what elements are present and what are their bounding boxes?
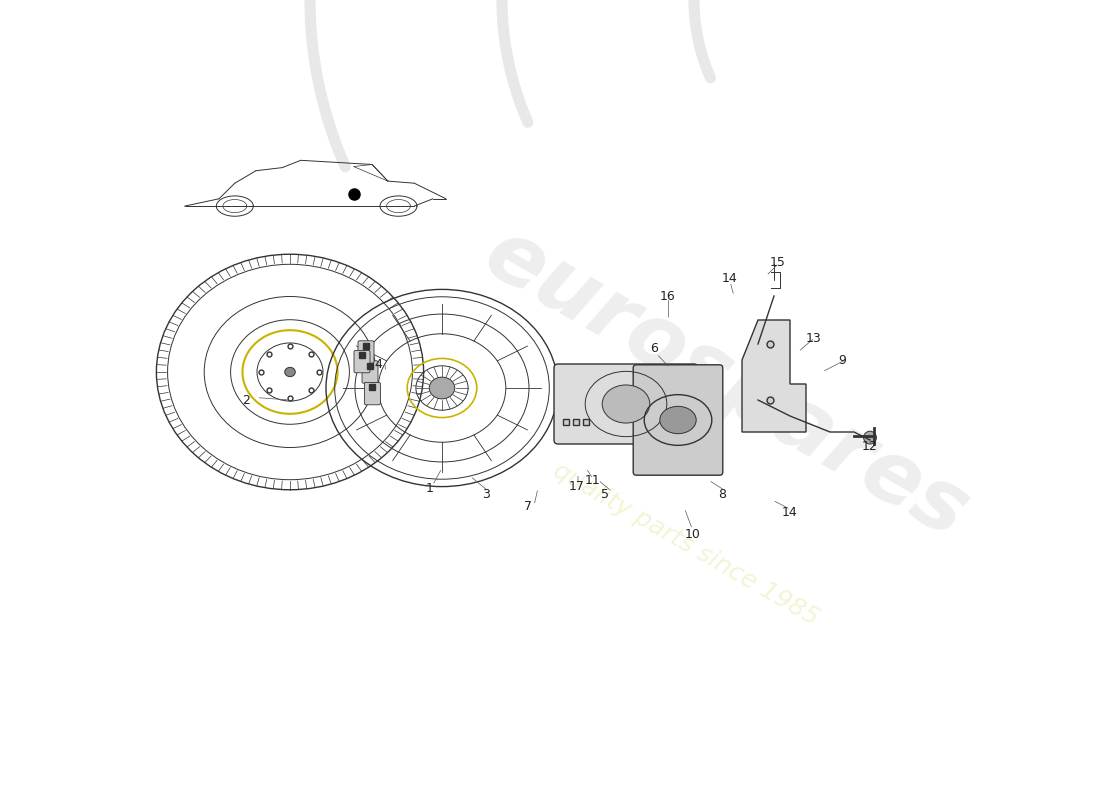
- Text: 5: 5: [602, 488, 609, 501]
- Ellipse shape: [602, 385, 650, 423]
- Text: 6: 6: [650, 342, 658, 355]
- FancyBboxPatch shape: [364, 382, 381, 405]
- Circle shape: [864, 431, 877, 444]
- Text: 8: 8: [718, 488, 726, 501]
- FancyBboxPatch shape: [362, 361, 378, 383]
- Text: 15: 15: [770, 256, 785, 269]
- Text: 2: 2: [242, 394, 250, 407]
- Ellipse shape: [660, 406, 696, 434]
- Ellipse shape: [285, 367, 295, 377]
- Text: 7: 7: [524, 501, 531, 514]
- FancyBboxPatch shape: [358, 341, 374, 363]
- Text: eurospares: eurospares: [470, 212, 982, 556]
- Text: 14: 14: [722, 272, 737, 285]
- Text: 10: 10: [684, 528, 701, 541]
- Text: 13: 13: [806, 333, 822, 346]
- Text: 14: 14: [782, 506, 797, 519]
- Text: quality parts since 1985: quality parts since 1985: [549, 458, 823, 630]
- Text: 12: 12: [862, 440, 878, 453]
- FancyBboxPatch shape: [354, 350, 370, 373]
- Text: 11: 11: [584, 474, 601, 487]
- Text: 16: 16: [660, 290, 675, 303]
- Text: 17: 17: [569, 479, 584, 493]
- Text: 3: 3: [482, 488, 490, 501]
- Text: 9: 9: [838, 354, 846, 367]
- Text: 4: 4: [374, 358, 382, 371]
- FancyBboxPatch shape: [634, 365, 723, 475]
- Polygon shape: [742, 320, 806, 432]
- Text: 1: 1: [426, 482, 433, 495]
- Ellipse shape: [429, 377, 454, 399]
- FancyBboxPatch shape: [554, 364, 698, 444]
